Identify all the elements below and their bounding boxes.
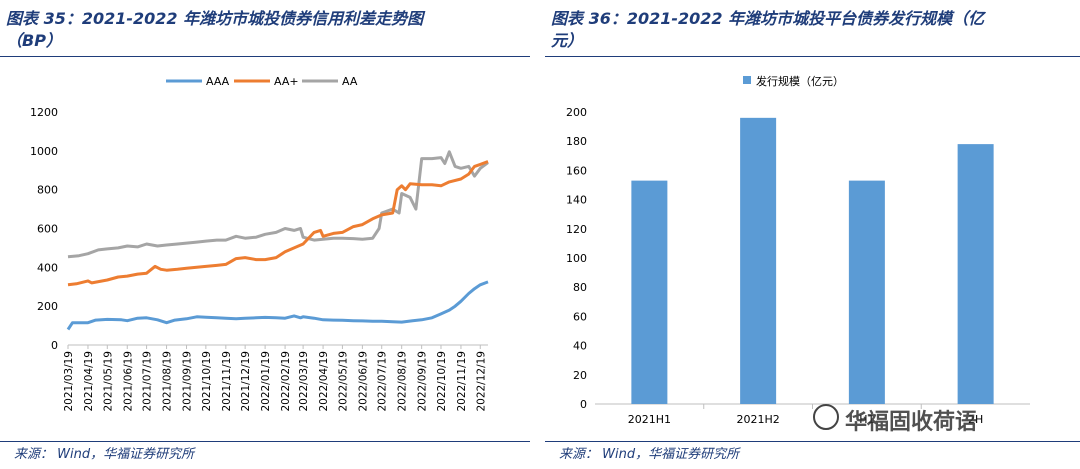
bar-chart-legend: 发行规模（亿元） [743, 74, 844, 88]
right-title-line1: 图表 36：2021-2022 年潍坊市城投平台债券发行规模（亿 [551, 9, 985, 28]
line-x-tick-label-20: 2022/11/19 [456, 351, 468, 412]
bar-x-label-1: 2021H2 [736, 413, 779, 426]
bar-2022H1 [848, 180, 885, 404]
line-chart-series [66, 150, 489, 331]
bar-y-tick-label-10: 200 [566, 106, 587, 119]
right-source-note: 来源： Wind，华福证券研究所 [559, 447, 740, 462]
bar-2021H1 [631, 180, 668, 404]
bar-chart-y-axis: 0 20 40 60 80 100 120 140 160 180 200 [566, 106, 587, 411]
left-top-rule [0, 56, 530, 57]
line-y-tick-label-2: 400 [37, 261, 58, 274]
line-chart-y-axis: 0 200 400 600 800 1000 1200 [30, 106, 58, 352]
bar-y-tick-label-5: 100 [566, 252, 587, 265]
bar-y-tick-label-6: 120 [566, 223, 587, 236]
watermark: 华福固收荷语 [845, 410, 978, 435]
right-top-rule [545, 56, 1080, 57]
bar-y-tick-label-0: 0 [580, 398, 587, 411]
line-series-AA [67, 150, 489, 259]
bar-y-tick-label-4: 80 [573, 281, 587, 294]
line-x-tick-label-18: 2022/09/19 [417, 351, 429, 412]
line-legend-label-1: AA+ [274, 75, 299, 88]
line-x-tick-label-21: 2022/12/19 [475, 351, 487, 412]
line-x-tick-label-2: 2021/05/19 [102, 351, 114, 412]
bar-y-tick-label-3: 60 [573, 310, 587, 323]
bar-x-label-0: 2021H1 [628, 413, 671, 426]
line-x-tick-label-19: 2022/10/19 [436, 351, 448, 412]
line-series-AA+ [67, 160, 489, 287]
line-x-tick-label-11: 2022/02/19 [280, 351, 292, 412]
left-title-line2: （BP） [6, 31, 62, 50]
wechat-icon [813, 404, 839, 430]
bar-chart-bars [631, 117, 994, 404]
line-x-tick-label-14: 2022/05/19 [337, 351, 349, 412]
left-source-note: 来源： Wind，华福证券研究所 [14, 447, 195, 462]
line-chart-legend: AAA AA+ AA [166, 75, 358, 88]
line-y-tick-label-0: 0 [51, 339, 58, 352]
line-x-tick-label-0: 2021/03/19 [63, 351, 75, 412]
line-chart: AAA AA+ AA 0 200 400 600 800 1000 1200 2021/03/1… [30, 75, 489, 412]
line-y-tick-label-6: 1200 [30, 106, 58, 119]
bar-chart: 发行规模（亿元） 0 20 40 60 80 100 120 140 160 180 200 202… [566, 74, 1030, 426]
line-series-AAA [66, 280, 489, 331]
line-x-tick-label-6: 2021/09/19 [182, 351, 194, 412]
line-x-tick-label-9: 2021/12/19 [240, 351, 252, 412]
bar-chart-x-axis: 2021H1 2021H2 H1 2H [595, 403, 1030, 426]
bar-x-label-2: H1 [859, 413, 874, 426]
right-title-line2: 元） [551, 31, 584, 50]
line-y-tick-label-5: 1000 [30, 145, 58, 158]
bar-2021H2 [740, 117, 777, 404]
right-bottom-rule [545, 441, 1080, 442]
line-x-tick-label-16: 2022/07/19 [377, 351, 389, 412]
bar-y-tick-label-9: 180 [566, 135, 587, 148]
line-y-tick-label-1: 200 [37, 300, 58, 313]
left-chart-title: 图表 35：2021-2022 年潍坊市城投债券信用利差走势图 （BP） [6, 8, 506, 52]
bar-y-tick-label-8: 160 [566, 164, 587, 177]
bar-2022H2 [957, 144, 994, 404]
line-x-tick-label-7: 2021/10/19 [201, 351, 213, 412]
line-x-tick-label-13: 2022/04/19 [318, 351, 330, 412]
line-x-tick-label-1: 2021/04/19 [83, 351, 95, 412]
bar-y-tick-label-7: 140 [566, 194, 587, 207]
bar-legend-swatch [743, 76, 751, 84]
line-chart-x-axis: 2021/03/19 2021/04/19 2021/05/19 2021/06/19… [63, 344, 488, 412]
line-x-tick-label-8: 2021/11/19 [221, 351, 233, 412]
line-x-tick-label-5: 2021/08/19 [162, 351, 174, 412]
line-y-tick-label-3: 600 [37, 223, 58, 236]
left-panel: 图表 35：2021-2022 年潍坊市城投债券信用利差走势图 （BP） AAA… [0, 0, 530, 469]
line-y-tick-label-4: 800 [37, 184, 58, 197]
line-x-tick-label-3: 2021/06/19 [122, 351, 134, 412]
left-title-line1: 图表 35：2021-2022 年潍坊市城投债券信用利差走势图 [6, 9, 424, 28]
line-x-tick-label-17: 2022/08/19 [397, 351, 409, 412]
line-x-tick-label-10: 2022/01/19 [260, 351, 272, 412]
line-legend-label-0: AAA [206, 75, 230, 88]
right-chart-title: 图表 36：2021-2022 年潍坊市城投平台债券发行规模（亿 元） [551, 8, 1051, 52]
line-x-tick-label-12: 2022/03/19 [298, 351, 310, 412]
bar-x-label-3: 2H [968, 413, 983, 426]
line-x-tick-label-4: 2021/07/19 [142, 351, 154, 412]
bar-y-tick-label-2: 40 [573, 340, 587, 353]
line-x-tick-label-15: 2022/06/19 [357, 351, 369, 412]
bar-legend-label: 发行规模（亿元） [756, 74, 844, 88]
left-bottom-rule [0, 441, 530, 442]
line-legend-label-2: AA [342, 75, 358, 88]
right-panel: 图表 36：2021-2022 年潍坊市城投平台债券发行规模（亿 元） 发行规模… [545, 0, 1080, 469]
bar-y-tick-label-1: 20 [573, 369, 587, 382]
